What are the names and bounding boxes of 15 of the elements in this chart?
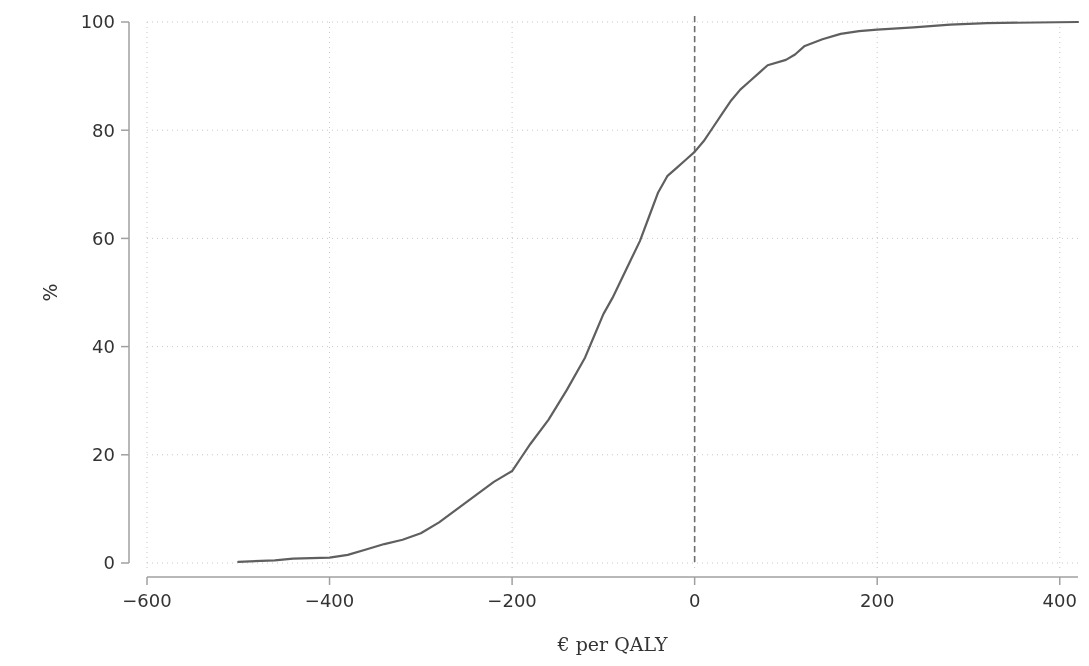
y-tick-label: 80 <box>92 119 115 141</box>
y-tick-label: 60 <box>92 227 115 249</box>
y-tick-label: 20 <box>92 444 115 466</box>
y-tick-label: 40 <box>92 335 115 357</box>
x-tick-label: 400 <box>1042 590 1077 611</box>
x-tick-label: −200 <box>487 590 537 611</box>
x-tick-label: 200 <box>860 590 895 611</box>
y-tick-label: 0 <box>103 552 115 574</box>
y-axis-title: % <box>39 283 61 302</box>
line-series <box>237 20 1080 564</box>
x-tick-label: −600 <box>122 590 172 611</box>
y-tick-label: 100 <box>80 11 115 33</box>
x-tick-label: −400 <box>304 590 355 611</box>
x-tick-label: 0 <box>688 590 701 611</box>
x-axis-title: € per QALY <box>556 633 668 655</box>
